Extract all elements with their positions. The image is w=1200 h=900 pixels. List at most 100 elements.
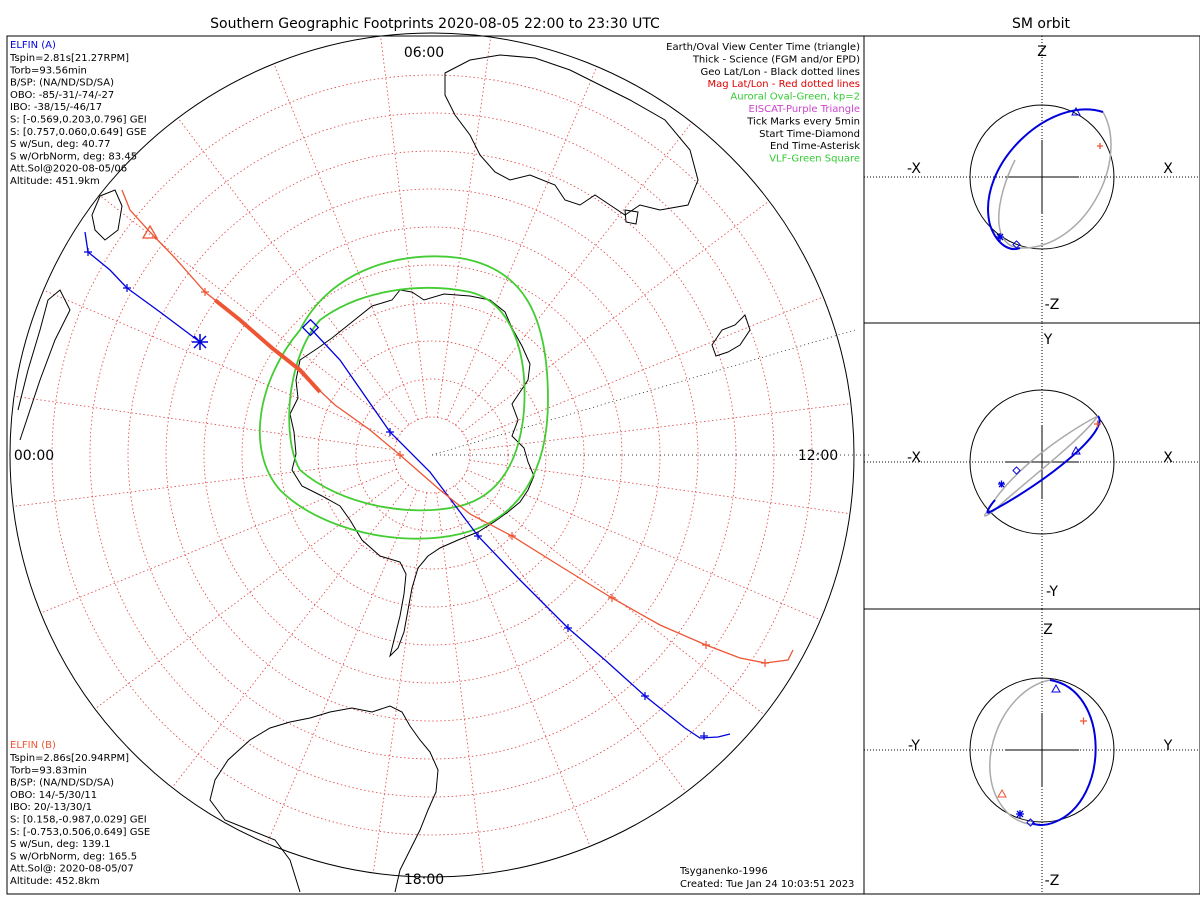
mag-meridian-line [445,490,590,845]
tasmania-coastline [624,209,639,225]
sm-axis-bottom: -Z [1045,873,1060,889]
elfin-b-orbit [989,679,1051,826]
legend-entry: End Time-Asterisk [770,141,860,152]
elfin-b-science-segment [213,298,322,394]
legend-entry: Thick - Science (FGM and/or EPD) [692,54,860,65]
elfin-b-info-line: Att.Sol@: 2020-08-05/07 [10,864,134,875]
clock-label-bottom: 18:00 [404,872,444,888]
created-label: Created: Tue Jan 24 10:03:51 2023 [680,879,854,890]
elfin-b-info-line: IBO: 20/-13/30/1 [10,802,92,813]
geo-latlon-grid [431,329,870,456]
legend-entry: Geo Lat/Lon - Black dotted lines [701,67,860,78]
elfin-b-info-line: Altitude: 452.8km [10,876,100,887]
sm-diamond-marker [1026,818,1035,827]
elfin-a-info-line: Altitude: 451.9km [10,176,100,187]
view-center-triangle [141,224,159,239]
mag-meridian-line [373,492,428,871]
elfin-a-info-line: Att.Sol@2020-08-05/06 [10,164,127,175]
sm-axis-top: Y [1043,332,1053,348]
sm-diamond-marker [1012,466,1021,475]
mag-meridian-line [436,492,484,872]
mag-meridian-line [16,396,395,451]
sm-diamond-marker [1012,240,1021,249]
elfin-a-orbit [987,108,1104,250]
elfin-b-orbit [983,415,1099,517]
elfin-a-orbit [1031,679,1097,827]
legend-entry: Auroral Oval-Green, kp=2 [730,92,860,103]
mag-latitude-circle [165,188,699,722]
mag-meridian-line [466,469,819,620]
elfin-a-track-south [309,327,731,739]
elfin-b-info-line: Tspin=2.86s[20.94RPM] [9,753,129,764]
sm-frame [863,35,1200,895]
elfin-b-info: ELFIN (B) Tspin=2.86s[20.94RPM]Torb=93.8… [9,740,150,887]
sm-asterisk-marker [996,233,1004,241]
mag-meridian-line [446,68,597,421]
sm-asterisk-marker [1016,810,1024,818]
sm-panel-xy: Y -Y -X X [864,323,1200,609]
elfin-b-info-line: S w/Sun, deg: 139.1 [10,839,110,850]
elfin-a-info-line: Torb=93.56min [9,65,87,76]
elfin-a-track-north [84,231,201,343]
sm-asterisk-marker [998,480,1005,488]
sm-axis-left: -X [907,161,921,177]
sm-asterisk-marker [1097,143,1103,149]
elfin-a-info-line: S: [-0.569,0.203,0.796] GEI [10,115,147,126]
mag-meridian-line [455,123,691,426]
elfin-b-track [121,189,794,664]
model-label: Tsyganenko-1996 [679,866,768,877]
sm-asterisk-marker [1080,717,1087,725]
polar-map: 06:00 00:00 12:00 18:00 [9,32,870,893]
mag-meridian-line [15,459,395,507]
elfin-a-info-line: S: [0.757,0.060,0.649] GSE [10,127,147,138]
elfin-b-info-line: S: [0.158,-0.987,0.029] GEI [10,815,147,826]
mag-latitude-circle [89,112,775,798]
sm-orbit-title: SM orbit [1012,16,1071,32]
elfin-a-info-line: OBO: -85/-31/-74/-27 [10,90,114,101]
mag-meridian-line [96,477,402,709]
africa-coastline [91,189,123,241]
sm-axis-right: X [1163,161,1173,177]
elfin-a-info-line: IBO: -38/15/-46/17 [10,102,102,113]
mag-latitude-circle [317,340,547,570]
elfin-a-orbit [986,415,1101,514]
elfin-b-ticks [201,288,769,667]
mag-meridian-line [173,484,409,787]
figure-title: Southern Geographic Footprints 2020-08-0… [210,16,660,32]
elfin-a-info-line: Tspin=2.81s[21.27RPM] [9,53,129,64]
elfin-b-orbit [998,111,1112,249]
elfin-a-info-line: S w/Sun, deg: 40.77 [10,139,110,150]
earth-circle [969,104,1115,250]
auroral-oval-inner [288,287,526,512]
sm-axis-right: Y [1163,738,1173,754]
elfin-a-info: ELFIN (A) Tspin=2.81s[21.27RPM]Torb=93.5… [9,40,147,187]
antarctica-coastline [289,289,535,658]
earth-circle [969,389,1115,535]
mag-latitude-circle [241,264,623,646]
legend-entry: Start Time-Diamond [759,129,860,140]
mag-meridian-line [267,489,418,842]
australia-coastline [444,54,699,216]
sm-asterisk-marker [1094,420,1101,428]
elfin-a-name: ELFIN (A) [10,40,56,51]
legend: Earth/Oval View Center Time (triangle)Th… [666,42,860,165]
sm-axis-bottom: -Y [1046,584,1058,600]
sm-triangle-marker [997,788,1007,798]
mag-meridian-line [469,403,849,451]
sm-axis-left: -X [907,450,921,466]
elfin-b-info-line: S: [-0.753,0.506,0.649] GSE [10,827,150,838]
elfin-a-start-diamond [301,318,320,337]
sm-triangle-marker [1071,106,1081,116]
sm-axis-bottom: -Z [1045,297,1060,313]
sm-axis-right: X [1163,450,1173,466]
map-boundary-circle [9,32,855,878]
elfin-b-info-line: S w/OrbNorm, deg: 165.5 [10,851,137,862]
legend-entry: Earth/Oval View Center Time (triangle) [666,42,860,53]
mag-meridian-line [178,119,410,425]
elfin-a-end-asterisk [192,334,208,350]
geo-meridian-line [431,329,856,456]
earth-circle [969,677,1115,823]
elfin-a-ticks [84,248,708,740]
africa-coastline-west [17,289,71,441]
